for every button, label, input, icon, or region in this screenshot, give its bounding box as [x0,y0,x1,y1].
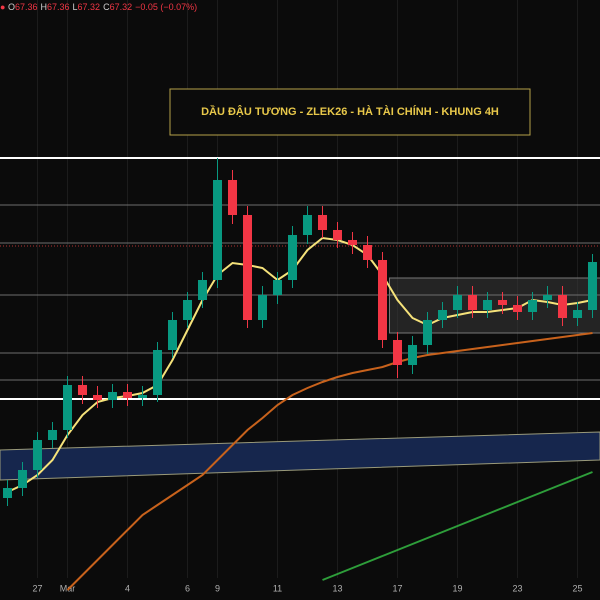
candle-body [543,295,552,300]
candle-body [288,235,297,280]
title-box [169,88,531,136]
candle-body [123,392,132,398]
channel [0,431,600,481]
x-tick-label: 6 [185,583,190,593]
x-tick-label: 11 [273,583,282,593]
candle-body [318,215,327,230]
candle-body [408,345,417,365]
candle-body [363,245,372,260]
candle-body [48,430,57,440]
candle-body [513,305,522,312]
candle-body [528,300,537,312]
x-tick-label: Mar [60,583,76,593]
ohlc-part: O [8,2,15,12]
candle-body [468,295,477,310]
x-tick-label: 23 [512,583,522,593]
ma-line [322,471,593,581]
candle-body [423,320,432,345]
ohlc-dot: ● [0,2,8,12]
x-tick-label: 25 [572,583,582,593]
ohlc-part: L [73,2,78,12]
candle-body [303,215,312,235]
x-tick-label: 4 [125,583,130,593]
ohlc-part: 67.32 [110,2,133,12]
ohlc-part: −0.05 (−0.07%) [135,2,197,12]
chart-title: DẦU ĐẬU TƯƠNG - ZLEK26 - HÀ TÀI CHÍNH - … [201,105,499,118]
candle-body [213,180,222,280]
candle-body [183,300,192,320]
candle-body [138,395,147,398]
ma-line [7,236,593,493]
candle-body [18,470,27,488]
candle-body [3,488,12,498]
candle-body [78,385,87,395]
range-zone [389,277,600,334]
candle-body [483,300,492,310]
candle-body [498,300,507,305]
candle-body [333,230,342,240]
candle-body [33,440,42,470]
candle-body [93,395,102,400]
ohlc-header: ● O67.36 H67.36 L67.32 C67.32 −0.05 (−0.07%) [0,2,197,12]
candle-body [153,350,162,395]
ohlc-part: 67.36 [15,2,38,12]
x-tick-label: 17 [392,583,402,593]
candle-body [558,295,567,318]
x-tick-label: 27 [32,583,42,593]
candle-body [198,280,207,300]
ma-line [66,332,593,591]
candle-body [168,320,177,350]
x-tick-label: 9 [215,583,220,593]
x-tick-label: 19 [452,583,462,593]
candle-body [453,295,462,310]
candle-body [573,310,582,318]
candle-body [228,180,237,215]
candle-body [348,240,357,245]
candle-body [393,340,402,365]
ohlc-part: 67.32 [78,2,101,12]
candle-body [258,295,267,320]
x-tick-label: 13 [332,583,342,593]
candle-body [378,260,387,340]
candle-body [243,215,252,320]
candle-body [108,392,117,400]
candle-body [588,262,597,310]
ohlc-part: 67.36 [47,2,70,12]
candle-body [273,280,282,295]
candle-body [438,310,447,320]
candle-body [63,385,72,430]
ohlc-part: C [103,2,110,12]
ohlc-part: H [40,2,47,12]
